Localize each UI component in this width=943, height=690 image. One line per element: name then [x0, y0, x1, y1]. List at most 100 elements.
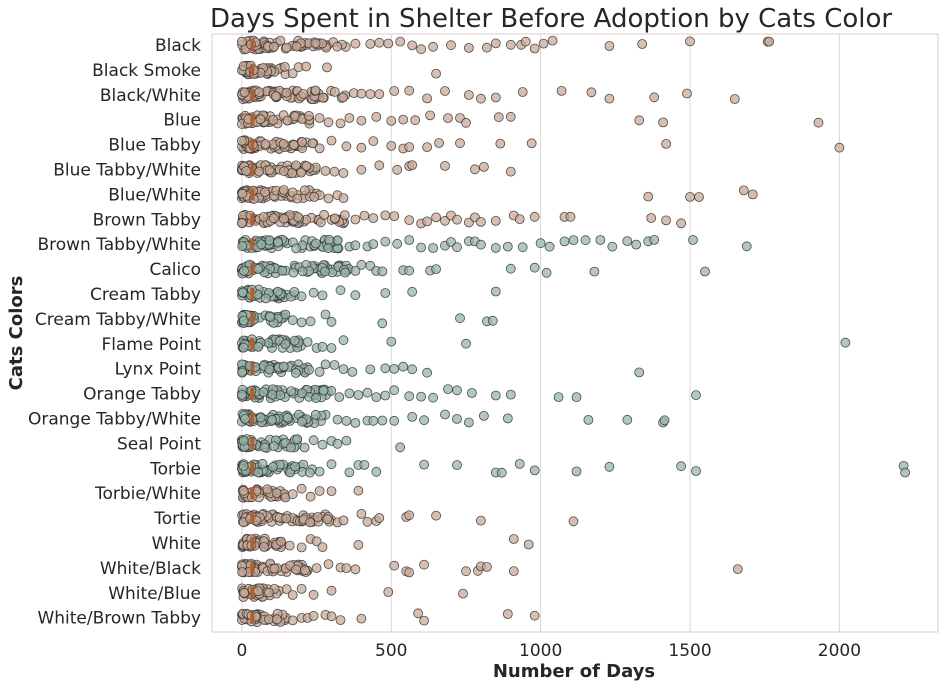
data-point	[298, 89, 309, 99]
data-point	[347, 366, 358, 377]
data-point	[314, 113, 325, 123]
data-point	[310, 238, 321, 249]
data-point	[380, 288, 391, 298]
data-point	[508, 534, 519, 544]
data-point	[440, 86, 450, 96]
data-point	[416, 242, 427, 253]
y-tick-labels: Black Black Smoke Black/White Blue Blue Tabb…	[28, 36, 201, 629]
data-point	[350, 290, 361, 301]
data-point	[288, 139, 299, 150]
data-points	[236, 35, 910, 628]
data-point	[264, 364, 275, 375]
data-point	[269, 563, 280, 574]
data-point	[487, 315, 498, 326]
data-point	[236, 36, 247, 47]
data-point	[308, 611, 319, 621]
data-point	[559, 236, 570, 247]
data-point	[289, 286, 300, 297]
plot-frame	[211, 33, 939, 633]
data-point	[324, 234, 335, 245]
data-point	[374, 513, 385, 523]
data-point	[404, 391, 415, 402]
data-point	[329, 360, 340, 370]
data-point	[290, 461, 301, 472]
data-point	[431, 212, 442, 223]
data-point	[258, 212, 269, 222]
data-point	[466, 388, 477, 398]
y-tick-label: Cream Tabby	[90, 285, 201, 305]
data-point	[267, 414, 278, 425]
data-point	[356, 115, 367, 126]
category-points	[237, 483, 364, 503]
data-point	[287, 315, 298, 326]
data-point	[416, 391, 427, 402]
data-point	[309, 191, 320, 202]
data-point	[368, 415, 379, 426]
data-point	[296, 483, 307, 494]
data-point	[236, 135, 247, 146]
median-marker	[250, 512, 255, 525]
data-point	[607, 241, 618, 252]
data-point	[526, 138, 537, 149]
data-point	[271, 614, 282, 625]
data-point	[238, 485, 249, 496]
data-point	[685, 36, 695, 47]
data-point	[344, 467, 355, 478]
data-point	[732, 564, 743, 574]
data-point	[455, 138, 465, 149]
data-point	[299, 185, 310, 196]
data-point	[311, 563, 322, 573]
data-point	[622, 414, 633, 425]
data-point	[392, 238, 403, 249]
data-point	[308, 287, 319, 298]
data-point	[517, 242, 528, 253]
data-point	[490, 92, 501, 103]
data-point	[335, 118, 346, 129]
data-point	[505, 111, 516, 122]
data-point	[475, 239, 486, 250]
median-marker	[250, 213, 255, 226]
data-point	[317, 439, 328, 450]
data-point	[404, 510, 415, 521]
data-point	[332, 414, 343, 425]
data-point	[422, 142, 433, 153]
y-tick-label: Black Smoke	[92, 61, 201, 81]
data-point	[237, 287, 248, 298]
data-point	[320, 309, 331, 320]
y-tick-label: Orange Tabby/White	[28, 410, 201, 430]
data-point	[238, 342, 249, 353]
data-point	[649, 92, 660, 103]
data-point	[310, 409, 321, 420]
chart-title: Days Spent in Shelter Before Adoption by…	[210, 4, 892, 34]
data-point	[490, 215, 501, 226]
data-point	[237, 389, 247, 400]
data-point	[529, 211, 540, 222]
data-point	[452, 385, 462, 396]
data-point	[368, 136, 379, 147]
data-point	[305, 316, 316, 327]
data-point	[296, 584, 307, 594]
data-point	[419, 615, 430, 626]
category-points	[236, 135, 845, 154]
data-point	[389, 385, 400, 396]
data-point	[380, 390, 391, 401]
data-point	[338, 92, 349, 103]
data-point	[377, 318, 388, 329]
data-point	[452, 214, 462, 225]
data-point	[389, 86, 400, 96]
data-point	[332, 438, 343, 449]
data-point	[291, 243, 302, 254]
data-point	[604, 461, 615, 472]
data-point	[258, 387, 269, 398]
data-point	[257, 458, 268, 469]
data-point	[320, 359, 331, 370]
data-point	[239, 265, 249, 276]
data-point	[353, 390, 364, 400]
category-points	[236, 209, 686, 229]
plot-background	[212, 34, 938, 632]
data-point	[280, 309, 291, 320]
median-marker	[250, 387, 255, 400]
data-point	[263, 587, 274, 598]
data-point	[282, 412, 293, 423]
median-marker	[250, 487, 255, 500]
